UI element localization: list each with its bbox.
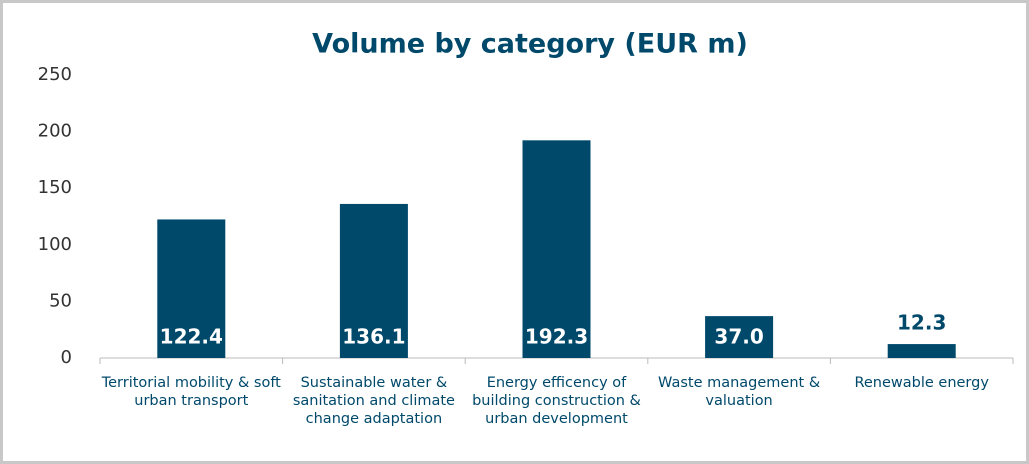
y-tick-label: 250 [38,64,72,85]
bar [339,203,408,358]
data-label: 37.0 [714,325,763,349]
x-tick-label: Renewable energy [854,375,989,391]
data-label: 12.3 [897,311,946,335]
x-tick-label: Territorial mobility & soft urban transp… [101,375,281,409]
y-tick-label: 100 [38,234,72,255]
data-label: 122.4 [160,325,223,349]
data-label: 192.3 [525,325,588,349]
x-tick-label: Sustainable water & sanitation and clima… [292,375,455,427]
y-tick-label: 200 [38,121,72,142]
y-tick-label: 150 [38,177,72,198]
bar [705,316,774,358]
x-tick-label: Waste management & valuation [658,375,821,409]
data-label: 136.1 [342,325,405,349]
y-tick-label: 50 [49,290,72,311]
y-tick-label: 0 [61,347,72,368]
bar [522,140,591,358]
bar [887,344,956,358]
bar [157,219,226,358]
chart-title: Volume by category (EUR m) [312,29,748,60]
x-tick-label: Energy efficency of building constructio… [472,375,641,427]
